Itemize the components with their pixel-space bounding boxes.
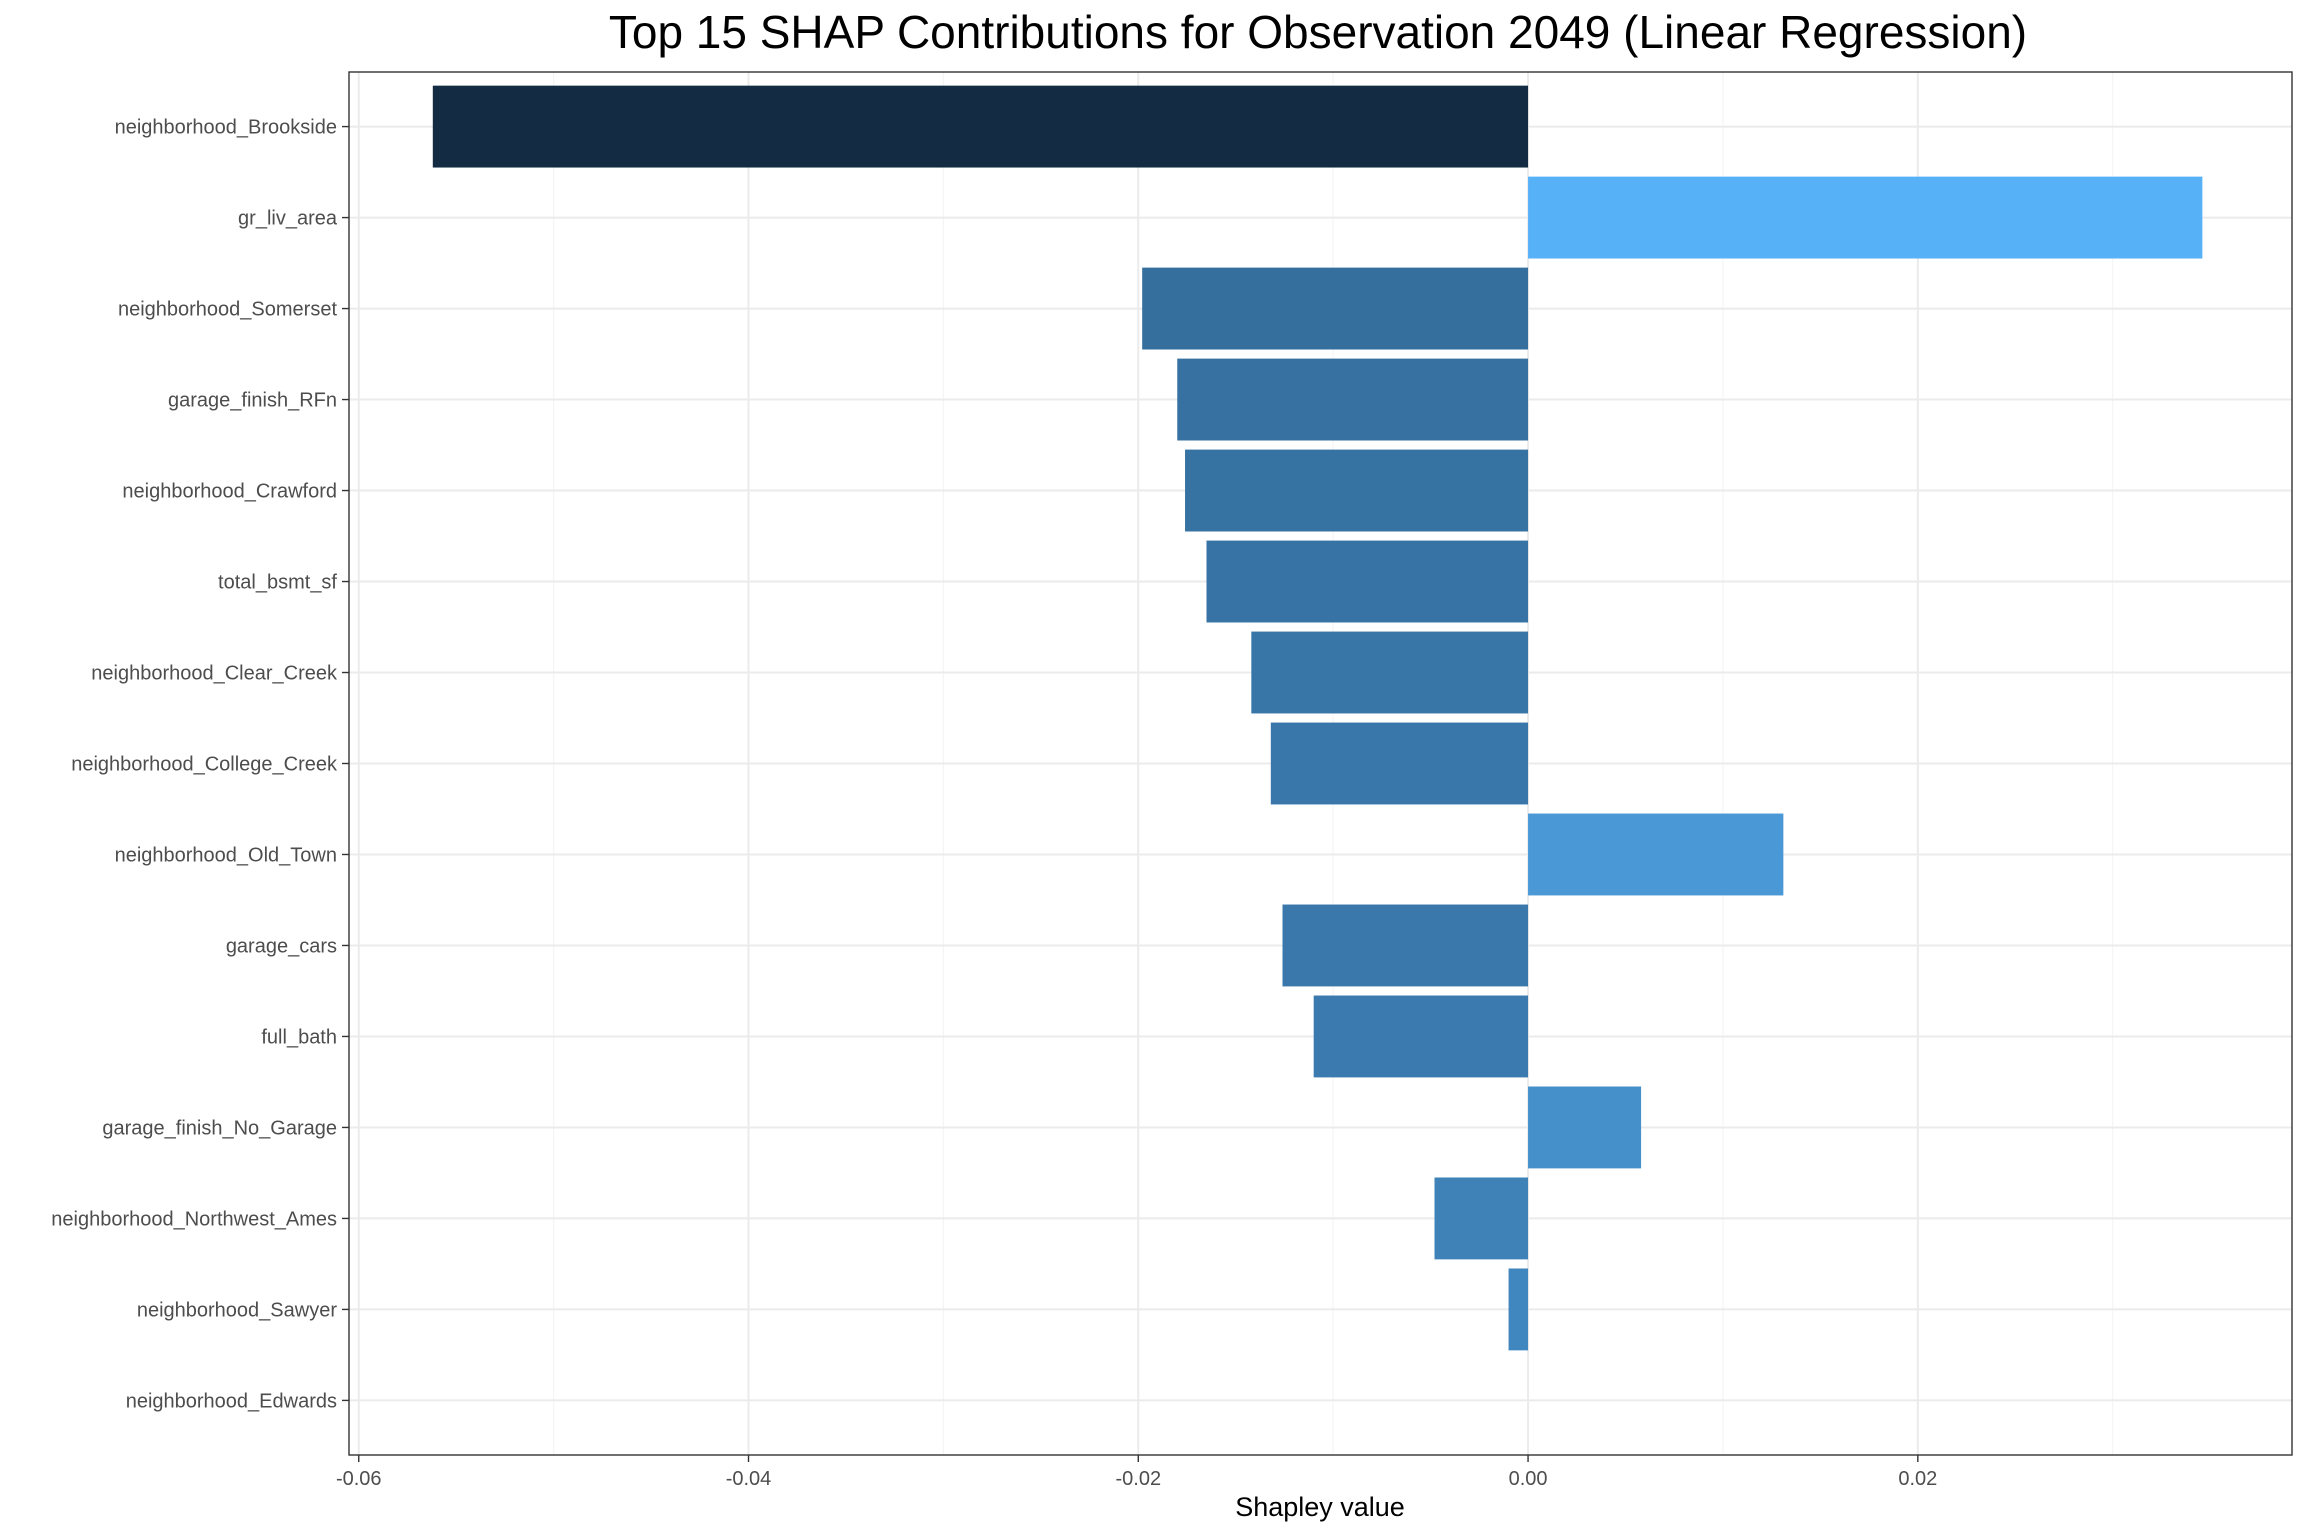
y-tick-label: neighborhood_Somerset: [118, 299, 337, 321]
y-tick-label: neighborhood_Edwards: [126, 1390, 337, 1412]
y-tick-label: neighborhood_Old_Town: [115, 844, 337, 866]
x-tick-label: -0.02: [1115, 1468, 1161, 1490]
x-tick-label: -0.06: [336, 1468, 382, 1490]
x-axis-title: Shapley value: [1235, 1492, 1405, 1522]
y-tick-label: neighborhood_Brookside: [115, 117, 337, 139]
y-tick-label: gr_liv_area: [238, 208, 338, 230]
bar-garage_finish_No_Garage: [1528, 1086, 1642, 1169]
x-tick-label: -0.04: [726, 1468, 772, 1490]
y-tick-label: neighborhood_Crawford: [122, 481, 337, 503]
bar-neighborhood_Brookside: [432, 85, 1529, 168]
bar-neighborhood_Sawyer: [1508, 1268, 1529, 1351]
bar-garage_finish_RFn: [1177, 358, 1529, 441]
bar-neighborhood_Crawford: [1185, 449, 1529, 532]
x-axis: -0.06 -0.04 -0.02 0.00 0.02: [336, 1455, 1937, 1490]
y-tick-label: garage_finish_No_Garage: [102, 1117, 337, 1139]
bar-neighborhood_College_Creek: [1270, 722, 1529, 805]
bars: [432, 85, 2203, 1351]
bar-full_bath: [1313, 995, 1529, 1078]
bar-garage_cars: [1282, 904, 1529, 987]
y-tick-label: neighborhood_Sawyer: [137, 1299, 337, 1321]
y-tick-label: garage_finish_RFn: [168, 390, 337, 412]
bar-gr_liv_area: [1528, 176, 2203, 259]
chart-title: Top 15 SHAP Contributions for Observatio…: [609, 6, 2027, 58]
bar-total_bsmt_sf: [1206, 540, 1529, 623]
x-tick-label: 0.00: [1509, 1468, 1548, 1490]
y-tick-label: neighborhood_Northwest_Ames: [51, 1208, 337, 1230]
y-tick-label: neighborhood_Clear_Creek: [91, 663, 338, 685]
bar-neighborhood_Somerset: [1142, 267, 1529, 350]
y-tick-label: garage_cars: [226, 935, 337, 957]
y-tick-label: total_bsmt_sf: [218, 572, 337, 594]
y-axis: neighborhood_Brookside gr_liv_areaneighbo…: [51, 117, 349, 1412]
x-tick-label: 0.02: [1898, 1468, 1937, 1490]
y-tick-label: neighborhood_College_Creek: [71, 754, 338, 776]
bar-neighborhood_Clear_Creek: [1251, 631, 1529, 714]
y-tick-label: full_bath: [261, 1026, 337, 1048]
bar-neighborhood_Old_Town: [1528, 813, 1784, 896]
bar-neighborhood_Northwest_Ames: [1434, 1177, 1529, 1260]
